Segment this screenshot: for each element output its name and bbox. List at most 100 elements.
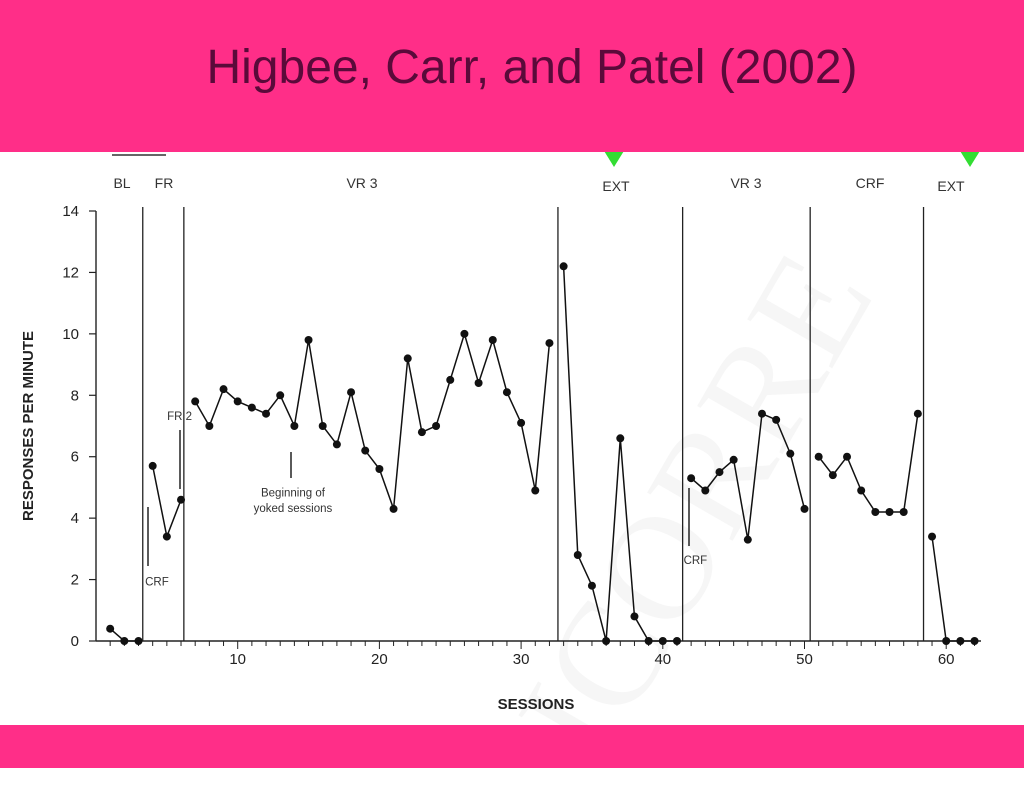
data-point bbox=[262, 409, 271, 418]
data-point bbox=[148, 461, 157, 470]
data-point bbox=[134, 637, 143, 645]
x-tick-label: 50 bbox=[796, 651, 813, 668]
data-point bbox=[644, 637, 653, 645]
data-point bbox=[474, 379, 483, 387]
sessions-line-chart: 0 2 4 6 8 10 12 14 10 20 30 40 50 60 BL FR VR 3 EXT VR 3 C… bbox=[20, 152, 981, 713]
data-point bbox=[843, 452, 852, 461]
data-point bbox=[715, 468, 724, 477]
data-point bbox=[517, 418, 526, 427]
series-line bbox=[194, 331, 551, 510]
data-point bbox=[573, 551, 582, 559]
data-point bbox=[899, 508, 908, 516]
series-line bbox=[151, 465, 182, 540]
data-point bbox=[970, 637, 979, 645]
data-point bbox=[488, 336, 497, 344]
data-point bbox=[403, 354, 412, 363]
data-point bbox=[913, 409, 922, 418]
phase-label: FR bbox=[155, 175, 174, 191]
data-point bbox=[687, 474, 696, 483]
series-line bbox=[931, 536, 975, 642]
annotation-text: yoked sessions bbox=[254, 503, 333, 515]
ext-arrow-icon bbox=[960, 152, 980, 167]
x-tick-label: 20 bbox=[371, 651, 388, 668]
data-point bbox=[332, 440, 341, 449]
phase-label: EXT bbox=[602, 178, 630, 194]
data-point bbox=[814, 452, 823, 461]
data-point bbox=[120, 637, 129, 645]
data-point bbox=[672, 637, 681, 645]
data-point bbox=[290, 422, 299, 430]
x-axis-title: SESSIONS bbox=[498, 696, 575, 713]
data-point bbox=[602, 637, 611, 645]
data-point bbox=[304, 336, 313, 344]
data-point bbox=[729, 455, 738, 464]
data-point bbox=[885, 508, 894, 516]
data-point bbox=[247, 403, 256, 412]
data-point bbox=[828, 471, 837, 480]
annotation-text: CRF bbox=[684, 555, 708, 567]
data-point bbox=[205, 422, 214, 430]
data-point bbox=[587, 581, 596, 590]
data-point bbox=[701, 486, 710, 495]
phase-label: VR 3 bbox=[346, 175, 377, 191]
data-point bbox=[417, 428, 426, 437]
data-point bbox=[318, 422, 327, 430]
y-tick-label: 0 bbox=[71, 633, 79, 650]
phase-label: EXT bbox=[937, 178, 965, 194]
data-point bbox=[616, 434, 625, 443]
data-point bbox=[786, 449, 795, 458]
data-point bbox=[772, 415, 781, 424]
data-point bbox=[942, 637, 951, 645]
data-point bbox=[233, 397, 242, 406]
data-point bbox=[432, 422, 441, 430]
data-point bbox=[162, 532, 171, 541]
data-point bbox=[743, 535, 752, 544]
series-line bbox=[818, 413, 919, 513]
data-point bbox=[347, 388, 356, 397]
data-point bbox=[106, 624, 115, 633]
data-point bbox=[545, 339, 554, 348]
data-point bbox=[177, 495, 186, 504]
x-tick-label: 10 bbox=[229, 651, 246, 668]
y-tick-label: 8 bbox=[71, 387, 79, 404]
data-point bbox=[531, 486, 540, 495]
footer-band bbox=[0, 725, 1024, 768]
x-tick-label: 30 bbox=[513, 651, 530, 668]
data-point bbox=[928, 532, 937, 541]
data-point bbox=[871, 508, 880, 516]
y-tick-label: 10 bbox=[62, 326, 79, 343]
annotation-text: CRF bbox=[145, 577, 169, 589]
data-point bbox=[956, 637, 965, 645]
data-point bbox=[800, 504, 809, 513]
x-tick-label: 40 bbox=[654, 651, 671, 668]
y-axis-title: RESPONSES PER MINUTE bbox=[20, 331, 37, 521]
y-tick-label: 4 bbox=[71, 510, 79, 527]
data-point bbox=[559, 262, 568, 271]
phase-label: VR 3 bbox=[730, 175, 761, 191]
y-tick-label: 2 bbox=[71, 572, 79, 589]
data-point bbox=[361, 446, 370, 455]
data-point bbox=[502, 388, 511, 397]
y-tick-label: 6 bbox=[71, 449, 79, 466]
data-point bbox=[191, 397, 200, 406]
data-point bbox=[446, 375, 455, 384]
y-tick-label: 14 bbox=[62, 203, 79, 220]
data-point bbox=[389, 504, 398, 513]
data-point bbox=[658, 637, 667, 645]
annotation-text: FR 2 bbox=[167, 411, 192, 423]
data-point bbox=[857, 486, 866, 495]
data-point bbox=[757, 409, 766, 418]
title-band bbox=[0, 0, 1024, 152]
data-point bbox=[460, 329, 469, 338]
series-line bbox=[690, 412, 806, 540]
series-line bbox=[562, 266, 677, 642]
data-point bbox=[375, 465, 384, 473]
phase-label: BL bbox=[113, 175, 130, 191]
x-tick-label: 60 bbox=[938, 651, 955, 668]
data-point bbox=[276, 391, 285, 400]
y-tick-label: 12 bbox=[62, 264, 79, 281]
ext-arrow-icon bbox=[604, 152, 624, 167]
slide-title: Higbee, Carr, and Patel (2002) bbox=[206, 41, 858, 94]
annotation-text: Beginning of bbox=[261, 488, 326, 500]
phase-label: CRF bbox=[856, 175, 885, 191]
